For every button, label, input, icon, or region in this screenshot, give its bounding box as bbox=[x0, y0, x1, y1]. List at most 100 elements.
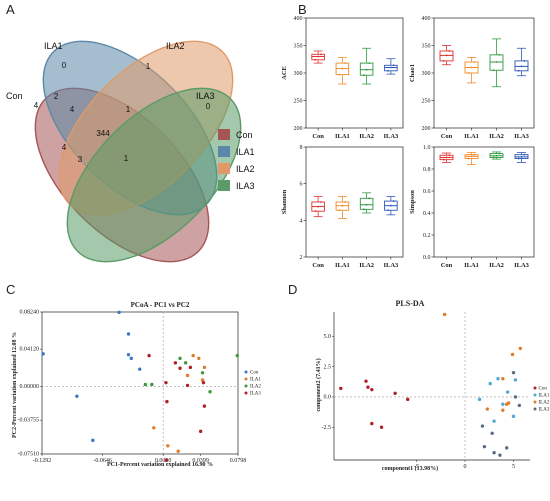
plsda-point-ila1 bbox=[511, 414, 516, 419]
pcoa-point-con bbox=[126, 353, 131, 357]
venn-set-label-ila3: ILA3 bbox=[196, 91, 215, 101]
pcoa-point-con bbox=[138, 367, 142, 371]
x-tick-label-ila3: ILA3 bbox=[383, 133, 399, 140]
plsda-point-ila2 bbox=[501, 408, 505, 412]
pcoa-y-tick-label: 0.00000 bbox=[20, 384, 40, 390]
panel-label-a: A bbox=[6, 2, 15, 17]
plsda-y-tick-label: -2.5 bbox=[322, 425, 332, 431]
pcoa-legend-marker-ila1 bbox=[244, 377, 248, 381]
x-tick-label-ila2: ILA2 bbox=[359, 262, 374, 269]
pcoa-legend-label-ila1: ILA1 bbox=[250, 378, 261, 383]
venn-count-con-ila1-ila3: 1 bbox=[124, 154, 129, 163]
venn-ellipse-ila3 bbox=[66, 87, 242, 263]
venn-count-ila2: 1 bbox=[146, 62, 151, 71]
panel-label-d: D bbox=[288, 282, 297, 297]
pcoa-point-ila2 bbox=[178, 356, 182, 361]
plsda-y-tick-label: 2.5 bbox=[324, 364, 332, 370]
box-point bbox=[495, 154, 498, 157]
venn-legend-label-con: Con bbox=[236, 130, 253, 140]
plsda-point-ila2 bbox=[510, 352, 515, 357]
plsda-point-ila2 bbox=[442, 312, 447, 317]
box-point bbox=[319, 53, 322, 56]
plsda-legend-marker-ila2 bbox=[533, 400, 537, 404]
plsda-point-ila3 bbox=[505, 446, 509, 450]
plsda-x-tick-label: 5 bbox=[512, 464, 515, 470]
plsda-point-ila1 bbox=[496, 377, 500, 381]
box-point bbox=[317, 55, 320, 58]
y-tick-label: 400 bbox=[422, 16, 431, 22]
y-tick-label: 200 bbox=[422, 126, 431, 132]
box-point bbox=[389, 66, 392, 69]
pcoa-x-tick-label: 0.0399 bbox=[192, 458, 209, 464]
plsda-point-ila1 bbox=[505, 390, 510, 394]
box-frame bbox=[433, 146, 535, 258]
x-tick-label-ila1: ILA1 bbox=[464, 133, 479, 140]
pcoa-point-con bbox=[117, 310, 121, 315]
pcoa-point-con bbox=[41, 352, 45, 356]
plsda-point-con bbox=[393, 391, 397, 395]
x-tick-label-ila3: ILA3 bbox=[383, 262, 399, 269]
y-axis-label: Simpson bbox=[409, 190, 416, 214]
box-point bbox=[338, 73, 341, 76]
box-point bbox=[365, 203, 368, 206]
plsda-point-con bbox=[370, 421, 374, 426]
plsda-title: PLS-DA bbox=[396, 299, 425, 308]
pcoa-point-ila1 bbox=[166, 444, 170, 448]
box-frame bbox=[433, 17, 535, 129]
pcoa-point-ila3 bbox=[164, 380, 168, 385]
box-point bbox=[498, 152, 501, 155]
box-point bbox=[467, 72, 470, 74]
box-point bbox=[319, 201, 322, 203]
venn-legend-label-ila1: ILA1 bbox=[236, 147, 255, 157]
pcoa-frame bbox=[41, 311, 239, 455]
x-tick-label-con: Con bbox=[441, 262, 453, 269]
box-point bbox=[470, 66, 473, 69]
pcoa-ylabel: PC2-Percent variation explained 12.08 % bbox=[12, 332, 18, 438]
y-axis-label: ACE bbox=[281, 66, 288, 80]
y-tick-label: 2 bbox=[300, 255, 303, 261]
y-tick-label: 0.4 bbox=[423, 211, 431, 217]
boxplot-shannon: 2 4 6 8 Shannon Con ILA1 ILA2 ILA3 bbox=[281, 145, 404, 269]
pcoa-y-tick-label: -0.07510 bbox=[18, 452, 40, 458]
venn-count-ila3: 0 bbox=[206, 102, 211, 111]
box-rect-ila2 bbox=[489, 54, 504, 71]
venn-legend-swatch-ila2 bbox=[218, 163, 230, 174]
pcoa-x-tick-label: 0.0000 bbox=[155, 458, 172, 464]
pcoa-x-tick-label: -0.1292 bbox=[33, 458, 52, 464]
box-point bbox=[389, 204, 392, 207]
box-point bbox=[467, 157, 470, 160]
plsda-point-con bbox=[366, 385, 370, 389]
box-rect-ila3 bbox=[514, 60, 529, 72]
box-point bbox=[498, 53, 501, 56]
x-tick-label-ila1: ILA1 bbox=[335, 133, 350, 140]
box-point bbox=[392, 200, 395, 202]
x-tick-label-con: Con bbox=[312, 133, 324, 140]
box-point bbox=[473, 61, 476, 63]
box-point bbox=[523, 60, 526, 62]
plsda-point-ila3 bbox=[517, 403, 522, 408]
plsda-xlabel: component1 (13.98%) bbox=[382, 465, 438, 472]
pcoa-xlabel: PC1-Percent variation explained 16.90 % bbox=[107, 462, 213, 468]
pcoa-point-con bbox=[126, 332, 131, 336]
venn-count-con-ila2-ila3: 3 bbox=[78, 155, 83, 164]
pcoa-point-ila1 bbox=[200, 378, 205, 382]
box-point bbox=[392, 64, 395, 67]
plsda-legend-label-con: Con bbox=[539, 387, 548, 392]
box-point bbox=[341, 204, 344, 207]
x-tick-label-ila2: ILA2 bbox=[489, 133, 504, 140]
box-point bbox=[317, 205, 320, 208]
pcoa-legend-marker-ila2 bbox=[244, 384, 248, 388]
venn-count-con-ila1-ila2: 4 bbox=[70, 105, 75, 114]
venn-legend-swatch-con bbox=[218, 129, 230, 140]
pcoa-point-ila2 bbox=[183, 361, 188, 365]
venn-legend-swatch-ila1 bbox=[218, 146, 230, 157]
pcoa-point-ila2 bbox=[150, 382, 154, 387]
venn-set-label-ila2: ILA2 bbox=[166, 41, 185, 51]
y-tick-label: 0.8 bbox=[423, 167, 431, 173]
box-point bbox=[520, 65, 523, 68]
pcoa-legend-marker-con bbox=[244, 370, 248, 374]
plsda-point-ila1 bbox=[492, 419, 496, 423]
y-tick-label: 350 bbox=[294, 44, 303, 50]
x-tick-label-con: Con bbox=[312, 262, 324, 269]
